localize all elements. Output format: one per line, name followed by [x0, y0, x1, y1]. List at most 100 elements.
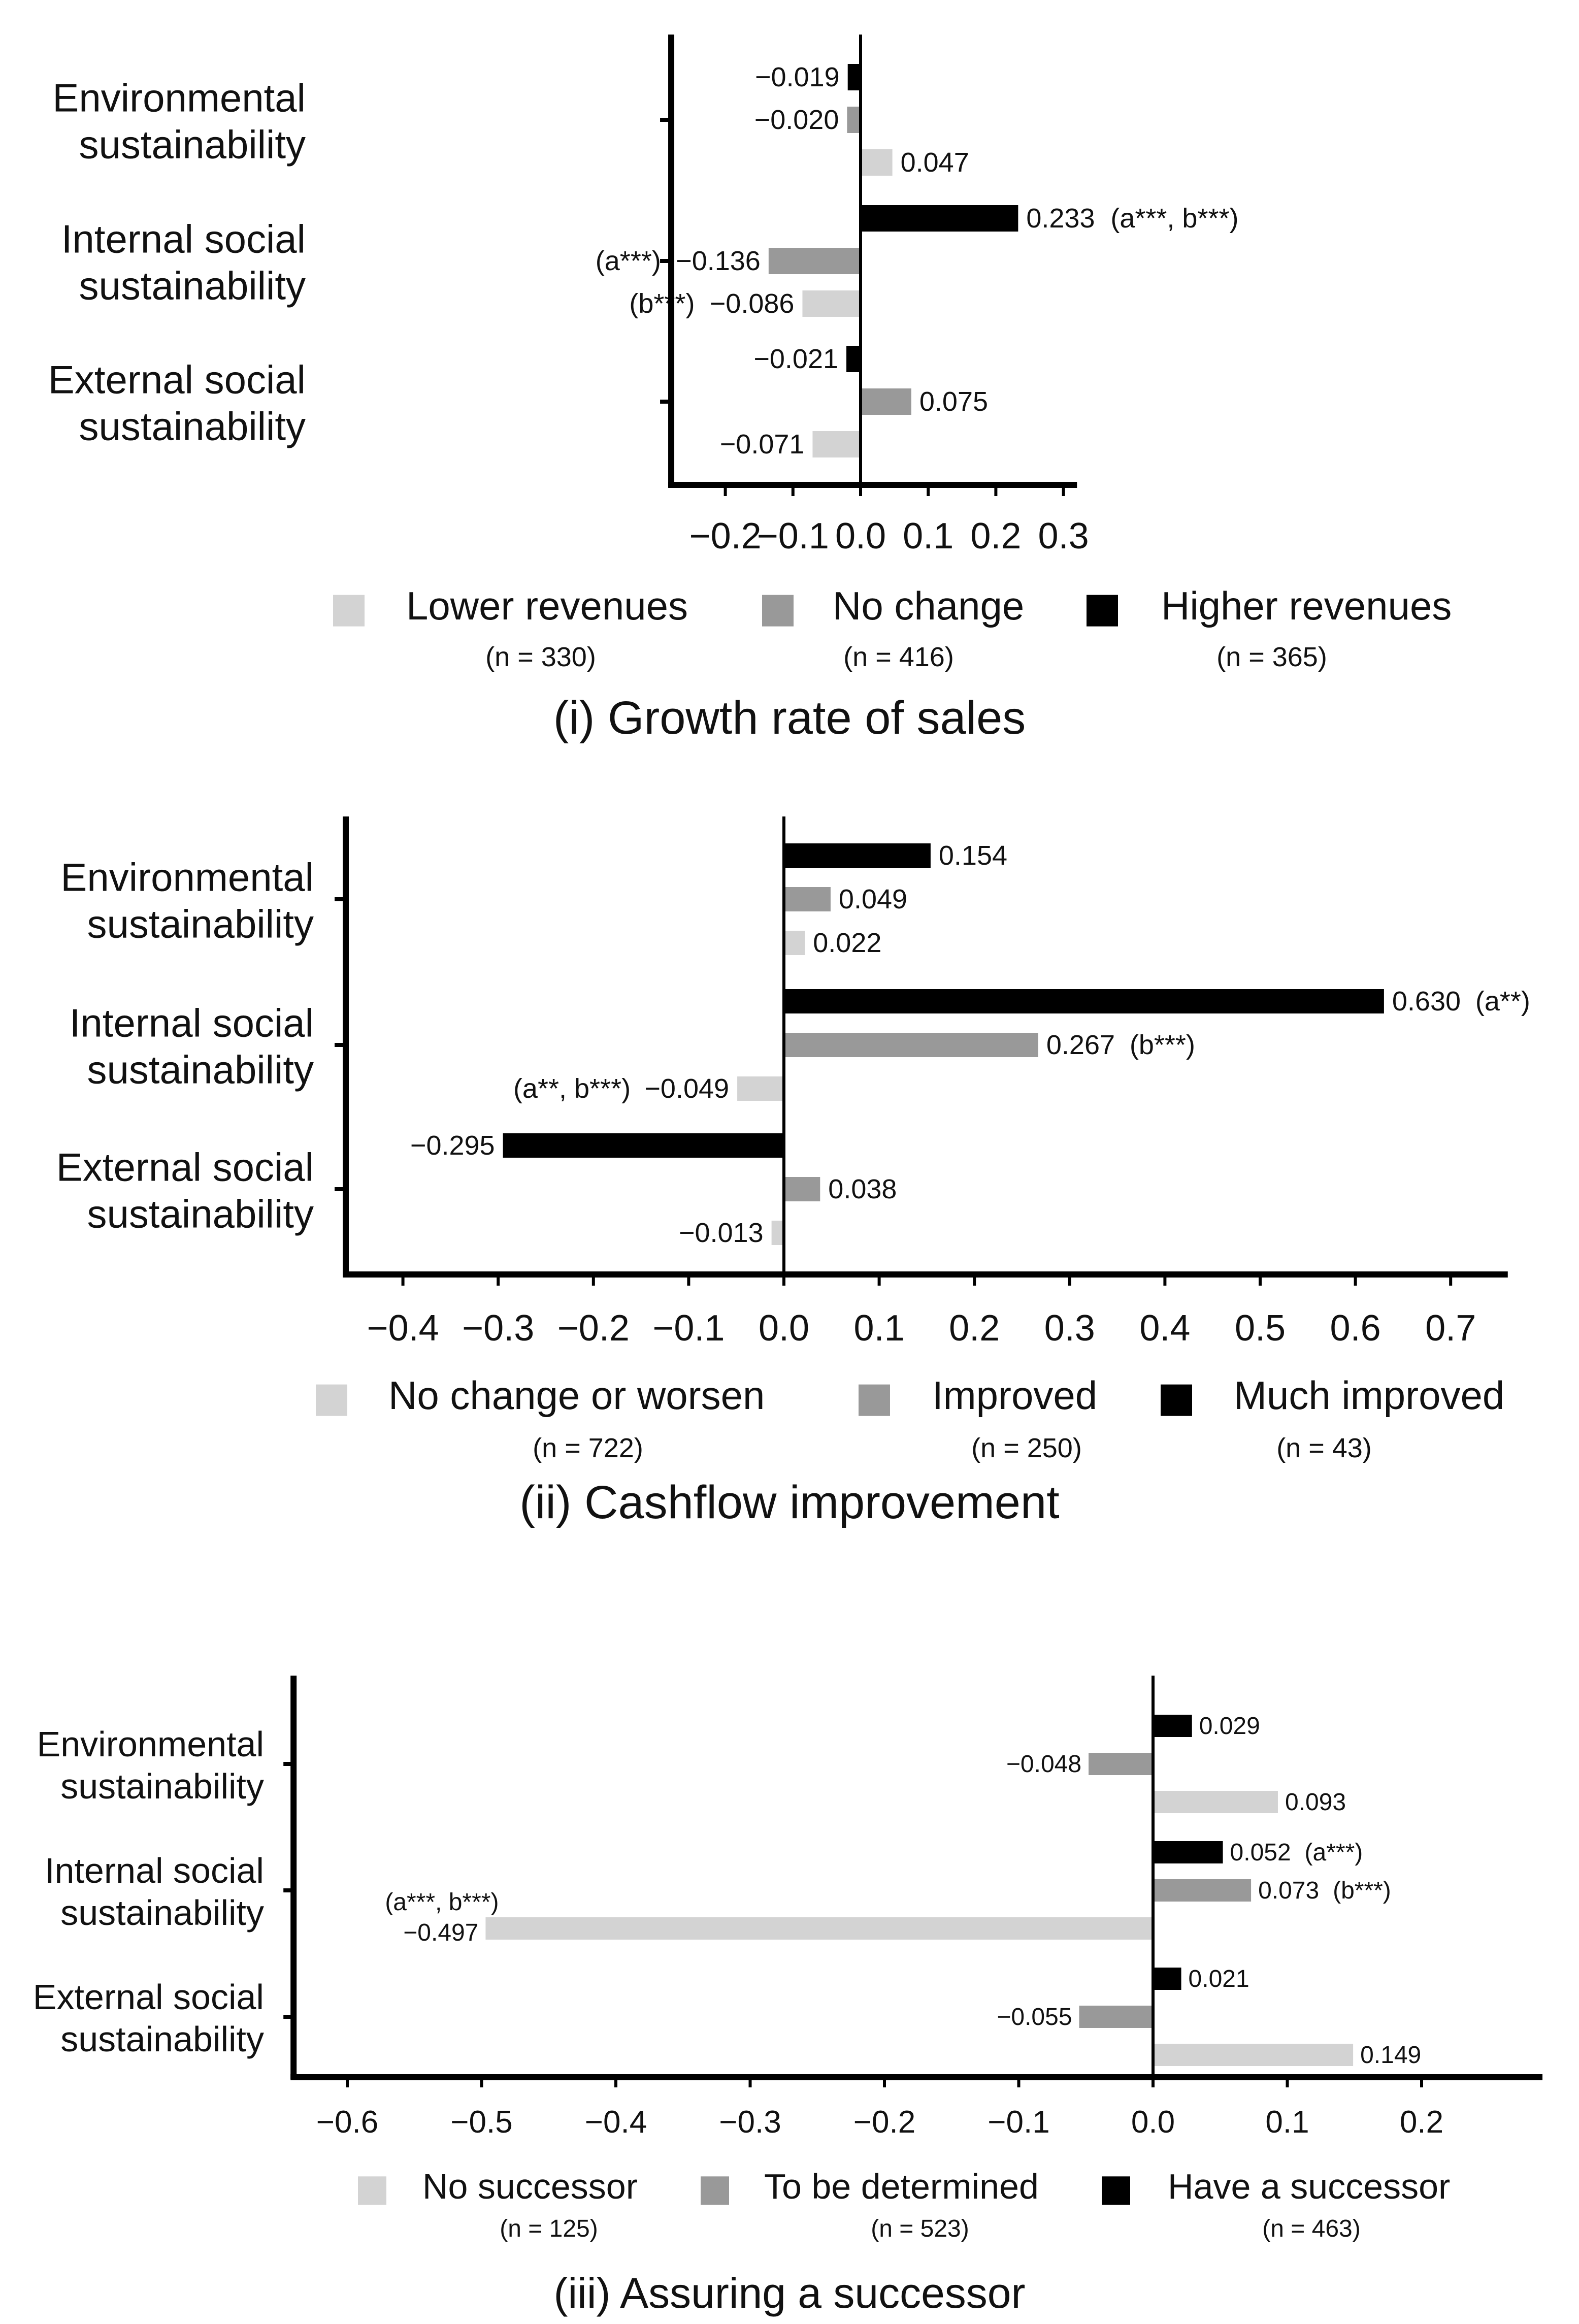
y-tick-label: Internal social — [45, 1851, 264, 1890]
x-tick-label: −0.1 — [988, 2105, 1049, 2140]
data-label: −0.497 — [403, 1919, 478, 1946]
y-tick-label: sustainability — [87, 1191, 314, 1236]
bar-lower-revenues-0 — [861, 149, 893, 176]
significance-note: (b***) — [1333, 1877, 1391, 1904]
chart-caption: (iii) Assuring a successor — [554, 2269, 1026, 2317]
data-label: −0.055 — [997, 2004, 1072, 2031]
bar-much-improved-1 — [784, 989, 1384, 1013]
significance-note: (a***, b***) — [385, 1889, 499, 1916]
bar-have-a-successor-0 — [1153, 1715, 1192, 1737]
data-label: 0.075 — [919, 386, 988, 417]
data-label: −0.086 — [710, 288, 795, 319]
data-label: −0.020 — [754, 105, 839, 135]
data-label: −0.071 — [720, 429, 805, 460]
bar-no-change-2 — [861, 388, 911, 415]
bar-no-successor-1 — [485, 1917, 1153, 1940]
bar-no-successor-0 — [1153, 1791, 1278, 1813]
x-tick-label: −0.3 — [462, 1308, 534, 1349]
bar-to-be-determined-0 — [1089, 1753, 1153, 1775]
data-label: −0.013 — [679, 1218, 764, 1248]
data-label: −0.021 — [753, 344, 838, 374]
y-tick-label: sustainability — [87, 1047, 314, 1092]
x-tick-label: 0.3 — [1044, 1308, 1095, 1349]
data-label: −0.295 — [410, 1130, 495, 1161]
legend-label: To be determined — [764, 2167, 1039, 2206]
data-label: 0.052 — [1230, 1839, 1291, 1866]
legend-label: No successor — [422, 2167, 638, 2206]
legend-label: Have a successor — [1168, 2167, 1450, 2206]
bar-higher-revenues-2 — [846, 346, 861, 372]
legend-swatch — [358, 2176, 386, 2205]
bar-have-a-successor-2 — [1153, 1968, 1181, 1990]
legend-n-label: (n = 722) — [533, 1433, 643, 1463]
legend-n-label: (n = 463) — [1262, 2215, 1360, 2242]
x-tick-label: 0.4 — [1139, 1308, 1190, 1349]
data-label: 0.049 — [839, 884, 907, 914]
significance-note: (a***) — [1305, 1839, 1363, 1866]
significance-note: (a**) — [1475, 986, 1530, 1017]
significance-note: (b***) — [629, 288, 695, 319]
x-tick-label: 0.0 — [1131, 2105, 1175, 2140]
data-label: 0.073 — [1258, 1877, 1319, 1904]
data-label: −0.048 — [1006, 1751, 1081, 1778]
bar-lower-revenues-1 — [802, 290, 861, 317]
legend-swatch — [316, 1384, 347, 1416]
bar-much-improved-0 — [784, 843, 931, 868]
legend-label: Higher revenues — [1161, 583, 1452, 628]
x-tick-label: 0.3 — [1038, 516, 1089, 557]
legend-n-label: (n = 125) — [500, 2215, 598, 2242]
legend-swatch — [762, 595, 794, 627]
x-tick-label: −0.1 — [757, 516, 829, 557]
x-tick-label: 0.5 — [1235, 1308, 1286, 1349]
bar-no-change-or-worsen-2 — [771, 1221, 784, 1245]
data-label: 0.022 — [813, 928, 881, 958]
x-tick-label: −0.2 — [557, 1308, 630, 1349]
x-tick-label: 0.1 — [1265, 2105, 1309, 2140]
y-tick-label: Internal social — [61, 216, 306, 261]
bar-higher-revenues-1 — [861, 205, 1018, 232]
chart-caption: (ii) Cashflow improvement — [519, 1477, 1059, 1528]
data-label: 0.267 — [1046, 1030, 1115, 1060]
data-label: 0.021 — [1189, 1966, 1249, 1992]
chart-caption: (i) Growth rate of sales — [553, 692, 1026, 744]
y-tick-label: External social — [56, 1144, 314, 1189]
x-tick-label: 0.1 — [854, 1308, 905, 1349]
data-label: 0.233 — [1026, 203, 1095, 234]
legend-swatch — [1087, 595, 1118, 627]
legend-label: Lower revenues — [406, 583, 688, 628]
chart-panel-i: −0.019 0.233 (a***, b***) −0.021 −0.020 −0.13… — [48, 35, 1452, 744]
y-tick-label: sustainability — [60, 1893, 264, 1933]
bar-improved-2 — [784, 1177, 820, 1201]
legend-swatch — [1161, 1384, 1192, 1416]
bar-no-change-0 — [847, 107, 861, 133]
bar-lower-revenues-2 — [812, 431, 861, 457]
legend-label: Much improved — [1234, 1373, 1504, 1418]
x-tick-label: 0.7 — [1425, 1308, 1476, 1349]
bar-higher-revenues-0 — [847, 64, 861, 90]
significance-note: (a***, b***) — [1110, 203, 1238, 234]
significance-note: (b***) — [1130, 1030, 1195, 1060]
y-tick-label: sustainability — [79, 122, 306, 167]
legend-n-label: (n = 330) — [485, 642, 596, 672]
x-tick-label: −0.5 — [450, 2105, 512, 2140]
legend-swatch — [859, 1384, 890, 1416]
y-tick-label: External social — [33, 1977, 264, 2017]
significance-note: (a***) — [596, 246, 661, 276]
x-tick-label: −0.1 — [652, 1308, 725, 1349]
bar-no-change-or-worsen-0 — [784, 931, 805, 955]
x-tick-label: 0.6 — [1330, 1308, 1381, 1349]
y-tick-label: Environmental — [60, 855, 314, 899]
x-tick-label: 0.0 — [759, 1308, 809, 1349]
legend-label: Improved — [932, 1373, 1097, 1418]
bar-much-improved-2 — [503, 1133, 784, 1158]
chart-panel-iii: 0.029 0.052 (a***) 0.021 −0.048 0.073 (b***) −0… — [33, 1676, 1543, 2317]
data-label: 0.630 — [1392, 986, 1461, 1017]
x-tick-label: 0.2 — [970, 516, 1021, 557]
x-tick-label: 0.2 — [1400, 2105, 1443, 2140]
bar-no-successor-2 — [1153, 2044, 1354, 2066]
data-label: −0.019 — [755, 62, 840, 92]
legend-label: No change or worsen — [388, 1373, 765, 1418]
x-tick-label: −0.3 — [719, 2105, 781, 2140]
bar-improved-1 — [784, 1033, 1038, 1057]
y-tick-label: sustainability — [60, 1766, 264, 1806]
